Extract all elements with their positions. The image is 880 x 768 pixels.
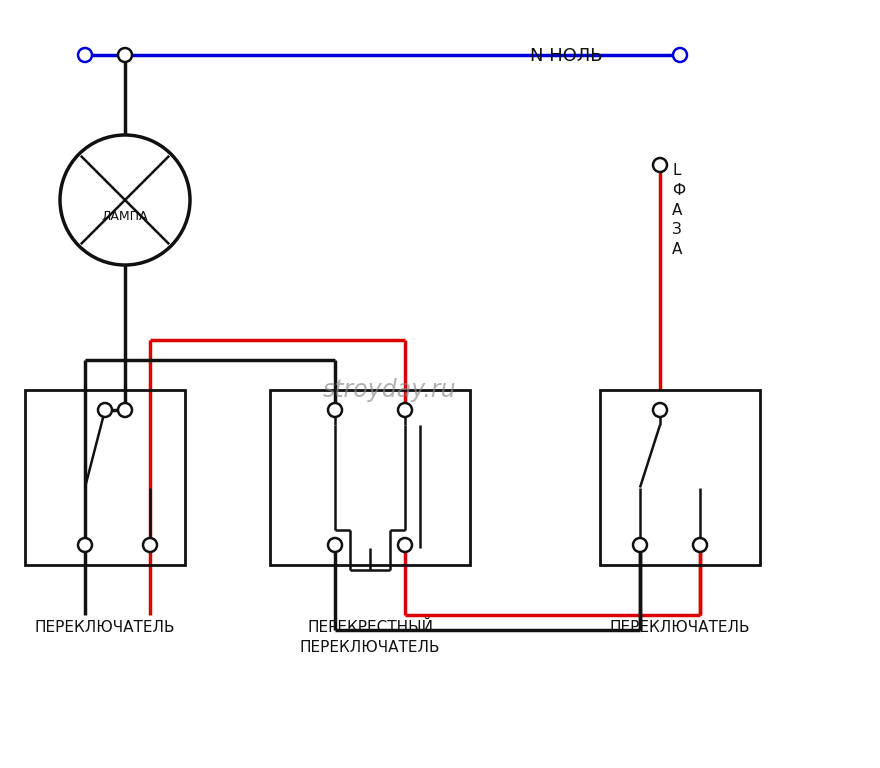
Circle shape: [78, 48, 92, 62]
Circle shape: [78, 538, 92, 552]
Circle shape: [633, 538, 647, 552]
Bar: [25, 390, 185, 565]
Bar: [600, 390, 760, 565]
Circle shape: [328, 538, 342, 552]
Circle shape: [118, 48, 132, 62]
Text: ЛАМПА: ЛАМПА: [102, 210, 148, 223]
Text: L
Ф
А
З
А: L Ф А З А: [672, 163, 686, 257]
Circle shape: [60, 135, 190, 265]
Circle shape: [328, 403, 342, 417]
Text: N НОЛЬ: N НОЛЬ: [530, 47, 603, 65]
Circle shape: [118, 403, 132, 417]
Circle shape: [693, 538, 707, 552]
Circle shape: [398, 538, 412, 552]
Text: stroyday.ru: stroyday.ru: [323, 378, 457, 402]
Circle shape: [653, 403, 667, 417]
Circle shape: [398, 403, 412, 417]
Circle shape: [653, 158, 667, 172]
Text: ПЕРЕКЛЮЧАТЕЛЬ: ПЕРЕКЛЮЧАТЕЛЬ: [610, 620, 751, 635]
Text: ПЕРЕКЛЮЧАТЕЛЬ: ПЕРЕКЛЮЧАТЕЛЬ: [34, 620, 175, 635]
Circle shape: [98, 403, 112, 417]
Text: ПЕРЕКРЕСТНЫЙ
ПЕРЕКЛЮЧАТЕЛЬ: ПЕРЕКРЕСТНЫЙ ПЕРЕКЛЮЧАТЕЛЬ: [300, 620, 440, 655]
Bar: [270, 390, 470, 565]
Circle shape: [673, 48, 687, 62]
Circle shape: [143, 538, 157, 552]
